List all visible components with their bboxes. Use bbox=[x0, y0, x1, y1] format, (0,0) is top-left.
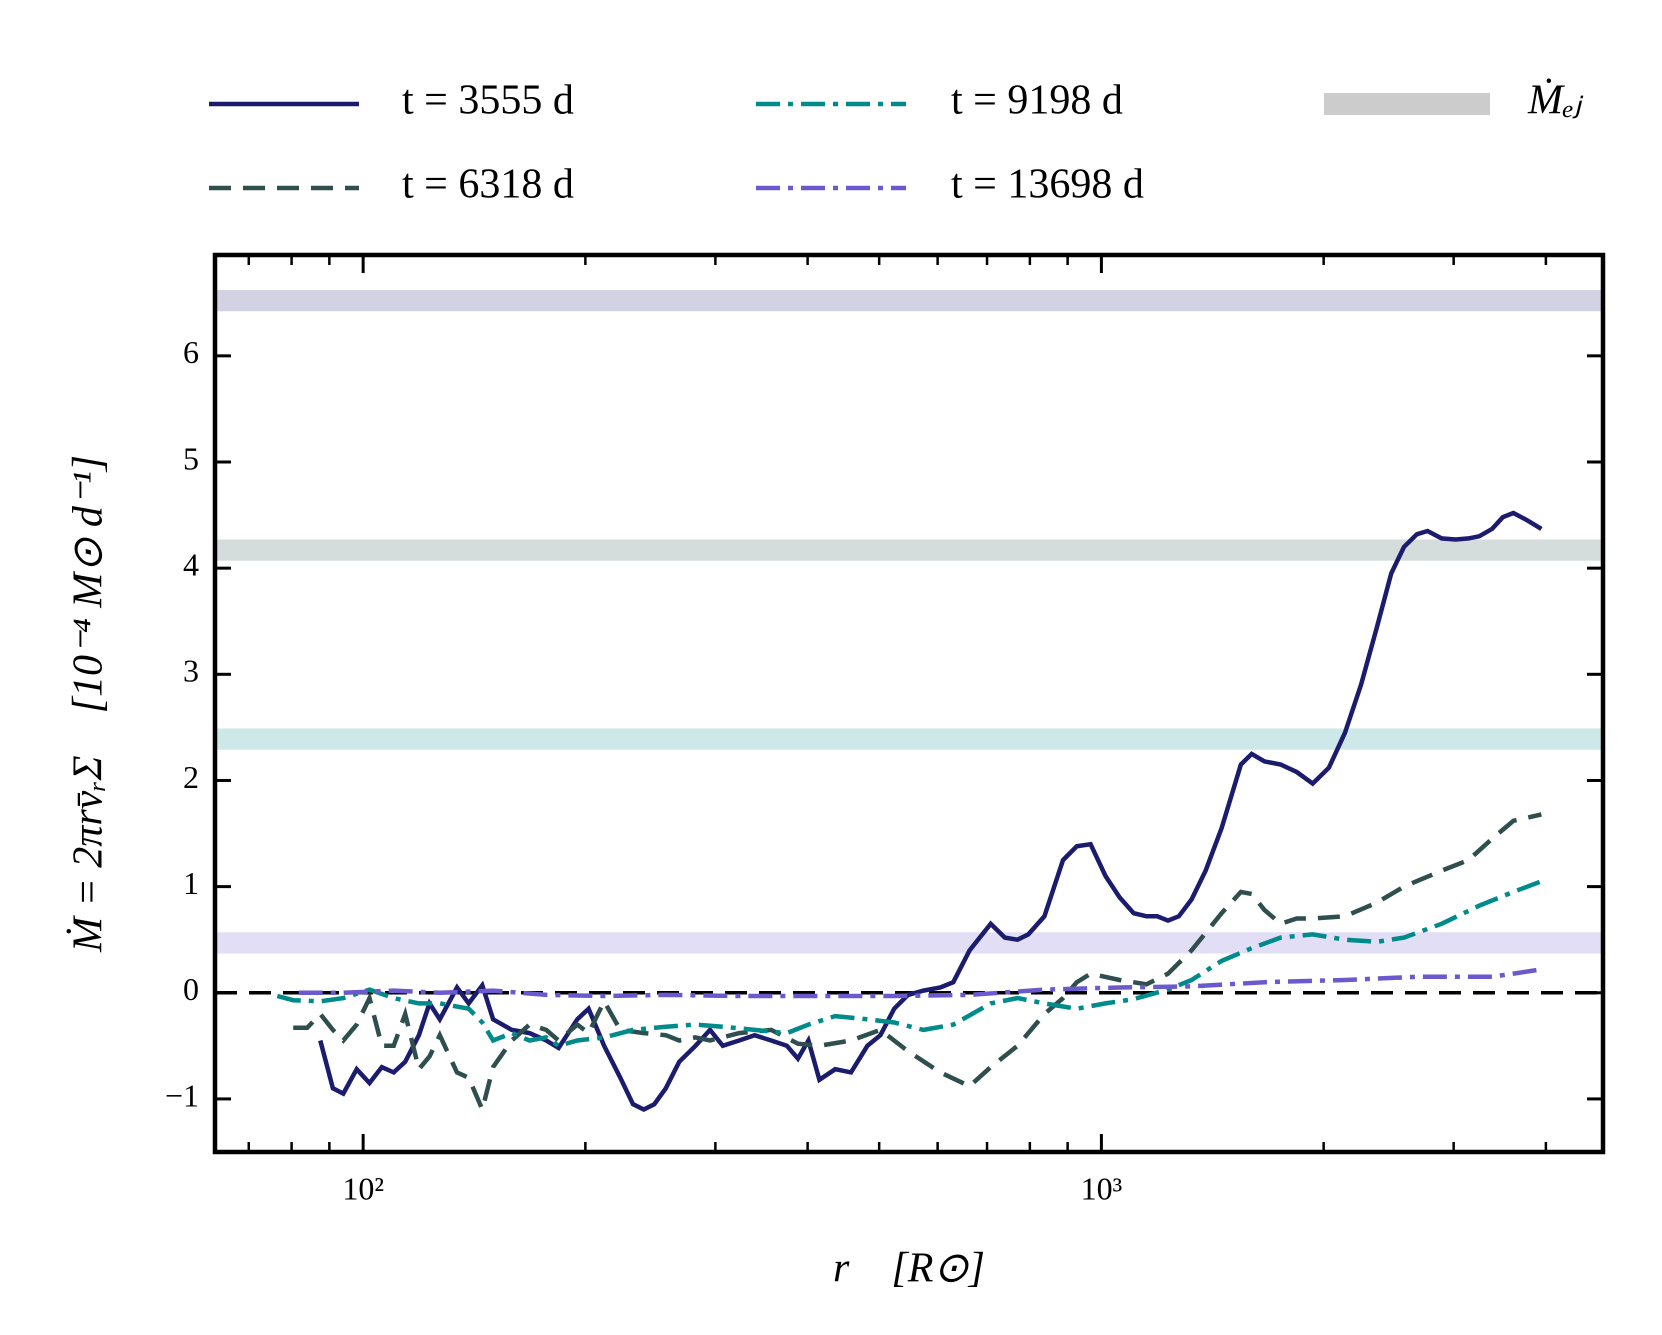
y-tick-label: 0 bbox=[183, 971, 199, 1007]
ej-band bbox=[215, 539, 1603, 561]
y-tick-label: 3 bbox=[183, 653, 199, 689]
legend-label: t = 13698 d bbox=[951, 162, 1144, 208]
y-axis-label: Ṁ = 2πrv̄ᵣΣ [10⁻⁴ M⊙ d⁻¹] bbox=[66, 455, 112, 953]
x-tick-label: 10³ bbox=[1081, 1170, 1123, 1206]
legend-label: Ṁₑⱼ bbox=[1527, 78, 1584, 124]
y-tick-label: 5 bbox=[183, 440, 199, 476]
x-axis-label: r [R⊙] bbox=[833, 1246, 985, 1292]
y-tick-label: 1 bbox=[183, 865, 199, 901]
legend-label: t = 3555 d bbox=[402, 78, 574, 124]
x-tick-label: 10² bbox=[342, 1170, 384, 1206]
series-line bbox=[293, 812, 1542, 1117]
y-tick-label: 6 bbox=[183, 334, 199, 370]
series-line bbox=[318, 510, 1543, 1113]
y-tick-label: 4 bbox=[183, 546, 199, 582]
y-tick-label: −1 bbox=[165, 1077, 199, 1113]
series-line bbox=[276, 879, 1543, 1049]
series-line bbox=[298, 967, 1542, 999]
legend-label: t = 6318 d bbox=[402, 162, 574, 208]
ej-band bbox=[215, 728, 1603, 750]
ej-band bbox=[215, 290, 1603, 312]
ej-band bbox=[215, 932, 1603, 954]
plot-frame bbox=[212, 252, 1606, 1155]
y-tick-label: 2 bbox=[183, 759, 199, 795]
legend-label: t = 9198 d bbox=[951, 78, 1123, 124]
